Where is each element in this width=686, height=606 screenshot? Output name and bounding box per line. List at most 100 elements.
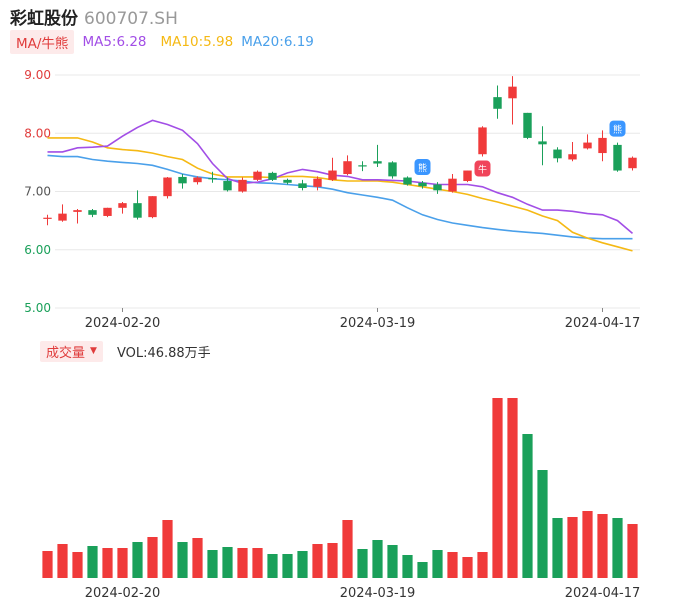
candle bbox=[328, 157, 337, 182]
ma-indicator-selector[interactable]: MA/牛熊 bbox=[10, 30, 75, 54]
ma10-label: MA10:5.98 bbox=[160, 34, 234, 50]
candle bbox=[598, 130, 607, 162]
ma-legend: MA/牛熊 MA5:6.28 MA10:5.98 MA20:6.19 bbox=[10, 30, 314, 54]
candle bbox=[523, 112, 532, 140]
caret-down-icon: ▼ bbox=[90, 346, 97, 356]
volume-bar bbox=[132, 542, 143, 578]
candle bbox=[508, 76, 517, 125]
x-tick-label: 2024-04-17 bbox=[565, 316, 641, 331]
candle-body bbox=[598, 137, 607, 154]
volume-bar bbox=[612, 518, 623, 578]
candle-body bbox=[88, 210, 97, 215]
candle-body bbox=[253, 171, 262, 180]
stock-code: 600707.SH bbox=[84, 9, 178, 29]
volume-bar bbox=[462, 557, 473, 578]
volume-bar bbox=[222, 547, 233, 578]
volume-bar bbox=[267, 554, 278, 578]
volume-bar bbox=[507, 398, 518, 578]
candle-body bbox=[433, 184, 442, 191]
candle bbox=[238, 177, 247, 193]
candle bbox=[628, 156, 637, 171]
signal-markers: 熊牛熊 bbox=[414, 120, 626, 177]
candle bbox=[358, 161, 367, 172]
volume-bar bbox=[432, 550, 443, 578]
volume-bar bbox=[72, 552, 83, 578]
candle bbox=[433, 182, 442, 194]
ma20-label: MA20:6.19 bbox=[241, 34, 314, 50]
signal-glyph: 熊 bbox=[418, 162, 427, 174]
volume-x-tick-label: 2024-03-19 bbox=[340, 586, 416, 601]
candle bbox=[418, 181, 427, 189]
candle-body bbox=[133, 203, 142, 218]
signal-glyph: 牛 bbox=[478, 164, 487, 176]
volume-bar bbox=[312, 544, 323, 578]
candle bbox=[208, 171, 217, 183]
candle bbox=[223, 177, 232, 192]
candle-body bbox=[58, 213, 67, 221]
candle-body bbox=[583, 142, 592, 149]
volume-bar bbox=[387, 545, 398, 578]
candle-body bbox=[628, 157, 637, 169]
candle-body bbox=[73, 210, 82, 212]
candle-body bbox=[568, 154, 577, 160]
volume-value: VOL:46.88万手 bbox=[116, 345, 211, 361]
y-tick-label: 5.00 bbox=[24, 301, 51, 315]
candlesticks bbox=[43, 76, 637, 226]
candle bbox=[163, 176, 172, 199]
volume-bar bbox=[537, 470, 548, 578]
stock-header: 彩虹股份 600707.SH bbox=[10, 4, 178, 29]
candle bbox=[73, 208, 82, 224]
candle-body bbox=[103, 207, 112, 216]
signal-badge bbox=[609, 120, 626, 137]
volume-bar bbox=[117, 548, 128, 578]
candle bbox=[553, 147, 562, 163]
candle-body bbox=[313, 178, 322, 187]
volume-x-tick-label: 2024-02-20 bbox=[85, 586, 161, 601]
volume-bar bbox=[297, 551, 308, 578]
volume-bar bbox=[282, 554, 293, 578]
candle bbox=[343, 155, 352, 176]
candle bbox=[58, 204, 67, 222]
candle bbox=[118, 201, 127, 214]
volume-bar bbox=[567, 517, 578, 578]
volume-bar bbox=[477, 552, 488, 578]
volume-bar bbox=[492, 398, 503, 578]
candle bbox=[373, 144, 382, 168]
candle bbox=[298, 179, 307, 191]
signal-glyph: 熊 bbox=[613, 124, 622, 136]
volume-bar bbox=[597, 514, 608, 578]
candle-body bbox=[523, 112, 532, 138]
volume-bar bbox=[552, 518, 563, 578]
candle bbox=[388, 161, 397, 179]
candle-body bbox=[463, 170, 472, 182]
candle-body bbox=[238, 179, 247, 192]
candle-body bbox=[283, 179, 292, 183]
signal-badge bbox=[474, 160, 491, 177]
candle-body bbox=[193, 177, 202, 183]
candle-body bbox=[358, 165, 367, 167]
candle bbox=[313, 176, 322, 191]
volume-bar bbox=[582, 511, 593, 578]
candle-body bbox=[538, 141, 547, 145]
candle-body bbox=[448, 178, 457, 192]
x-tick-label: 2024-02-20 bbox=[85, 316, 161, 331]
volume-bar bbox=[357, 549, 368, 578]
candle-body bbox=[148, 196, 157, 218]
volume-x-tick-label: 2024-04-17 bbox=[565, 586, 641, 601]
candle bbox=[478, 126, 487, 157]
candle-body bbox=[118, 203, 127, 208]
volume-bar bbox=[162, 520, 173, 578]
bear-signal-icon: 熊 bbox=[414, 159, 431, 176]
volume-bar bbox=[447, 552, 458, 578]
volume-indicator-selector[interactable]: 成交量 ▼ bbox=[40, 340, 103, 362]
candle-body bbox=[508, 86, 517, 99]
candle bbox=[403, 176, 412, 186]
candle bbox=[448, 174, 457, 193]
volume-bar bbox=[417, 562, 428, 578]
candle-body bbox=[613, 144, 622, 171]
volume-bar bbox=[147, 537, 158, 578]
candle-body bbox=[328, 170, 337, 180]
y-tick-label: 8.00 bbox=[24, 126, 51, 140]
volume-bar bbox=[42, 551, 53, 578]
